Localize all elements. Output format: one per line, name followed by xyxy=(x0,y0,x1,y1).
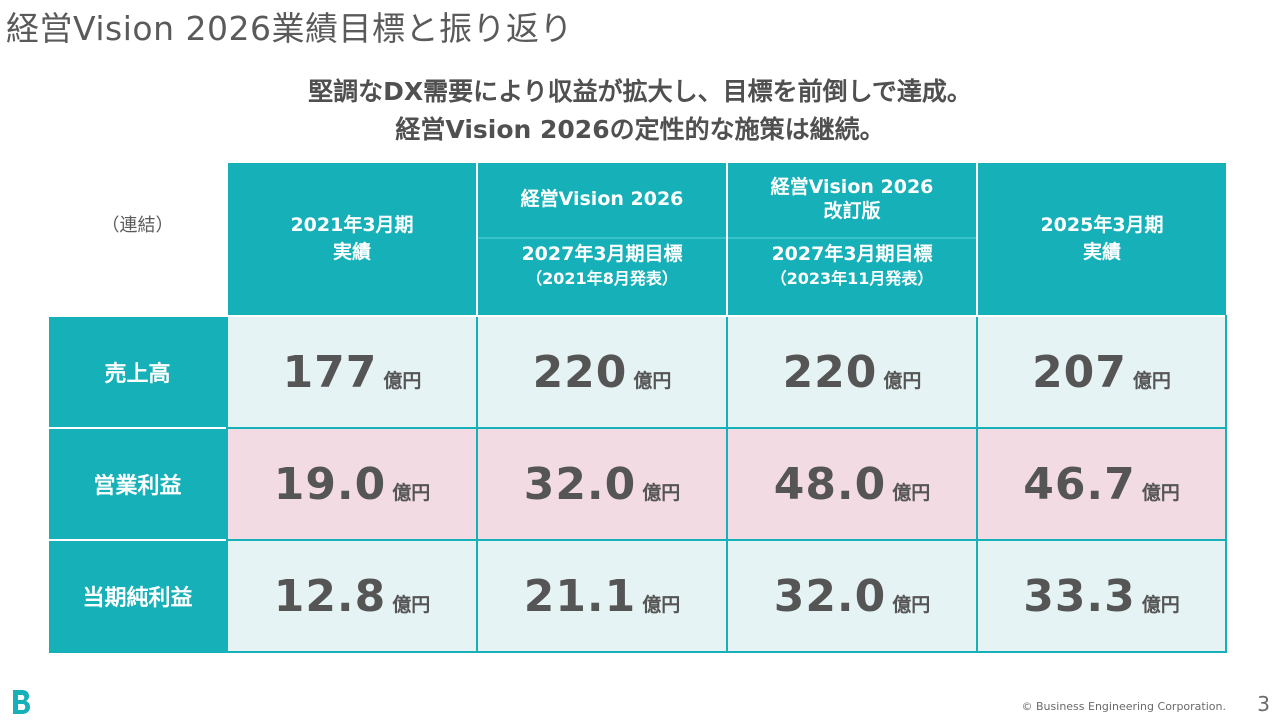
page-title: 経営Vision 2026業績目標と振り返り xyxy=(6,9,573,48)
col-header-top: 経営Vision 2026 xyxy=(520,188,684,211)
corner-cell: （連結） xyxy=(49,163,227,316)
col-header-note: （2023年11月発表） xyxy=(770,268,934,288)
col-header-line2: 実績 xyxy=(332,241,371,263)
cell-unit: 億円 xyxy=(1141,481,1180,504)
cell-unit: 億円 xyxy=(392,481,431,504)
col-header-line1: 2025年3月期 xyxy=(1040,214,1164,237)
table-row-net-income: 当期純利益 12.8 億円 21.1 億円 32.0 億円 33.3 億円 xyxy=(49,539,1227,653)
col-header-bottom: 2027年3月期目標 xyxy=(771,243,933,265)
cell-value: 220 xyxy=(782,346,878,398)
cell-unit: 億円 xyxy=(892,481,931,504)
col-header-line1: 2021年3月期 xyxy=(290,214,414,237)
page-number: 3 xyxy=(1257,692,1270,716)
cell-unit: 億円 xyxy=(642,481,681,504)
table-cell: 32.0 億円 xyxy=(476,427,727,540)
subtitle-line-1: 堅調なDX需要により収益が拡大し、目標を前倒しで達成。 xyxy=(308,77,972,106)
table-cell: 177 億円 xyxy=(226,315,477,428)
table-row-sales: 売上高 177 億円 220 億円 220 億円 207 億円 xyxy=(49,315,1227,428)
cell-value: 220 xyxy=(532,346,628,398)
performance-table: （連結） 2021年3月期 実績 経営Vision 2026 2027年3月期目… xyxy=(49,163,1227,653)
col-header-top-sub: 改訂版 xyxy=(823,200,881,222)
cell-value: 19.0 xyxy=(273,458,387,510)
cell-value: 207 xyxy=(1032,346,1127,398)
col-header-top: 経営Vision 2026 xyxy=(770,176,934,199)
subtitle-line-2: 経営Vision 2026の定性的な施策は継続。 xyxy=(395,115,885,144)
table-cell: 12.8 億円 xyxy=(226,539,477,653)
row-label: 売上高 xyxy=(49,315,227,428)
col-header-vision2026-revised: 経営Vision 2026 改訂版 2027年3月期目標 （2023年11月発表… xyxy=(726,163,977,316)
cell-unit: 億円 xyxy=(1141,593,1180,616)
cell-value: 46.7 xyxy=(1023,458,1136,510)
cell-unit: 億円 xyxy=(892,593,931,616)
cell-value: 177 xyxy=(282,346,378,398)
cell-unit: 億円 xyxy=(392,593,431,616)
cell-value: 32.0 xyxy=(773,570,887,622)
cell-value: 21.1 xyxy=(523,570,637,622)
row-label: 営業利益 xyxy=(49,427,227,540)
table-cell: 46.7 億円 xyxy=(976,427,1227,540)
col-header-line2: 実績 xyxy=(1082,241,1121,263)
col-header-vision2026: 経営Vision 2026 2027年3月期目標 （2021年8月発表） xyxy=(476,163,727,316)
table-cell: 19.0 億円 xyxy=(226,427,477,540)
company-logo-icon xyxy=(13,690,30,714)
table-cell: 21.1 億円 xyxy=(476,539,727,653)
cell-value: 32.0 xyxy=(523,458,637,510)
col-header-bottom: 2027年3月期目標 xyxy=(521,243,683,265)
cell-value: 33.3 xyxy=(1023,570,1136,622)
cell-value: 48.0 xyxy=(773,458,887,510)
col-header-fy2025: 2025年3月期 実績 xyxy=(976,163,1226,316)
table-cell: 207 億円 xyxy=(976,315,1227,428)
table-cell: 33.3 億円 xyxy=(976,539,1227,653)
cell-value: 12.8 xyxy=(273,570,387,622)
col-header-note: （2021年8月発表） xyxy=(526,268,678,288)
cell-unit: 億円 xyxy=(633,369,672,392)
table-cell: 220 億円 xyxy=(726,315,977,428)
copyright-text: © Business Engineering Corporation. xyxy=(1021,700,1226,713)
consolidated-label: （連結） xyxy=(101,215,174,236)
row-label: 当期純利益 xyxy=(49,539,227,653)
cell-unit: 億円 xyxy=(383,369,422,392)
cell-unit: 億円 xyxy=(883,369,922,392)
cell-unit: 億円 xyxy=(1132,369,1171,392)
table-row-operating-profit: 営業利益 19.0 億円 32.0 億円 48.0 億円 46.7 億円 xyxy=(49,427,1227,540)
cell-unit: 億円 xyxy=(642,593,681,616)
header-row: （連結） 2021年3月期 実績 経営Vision 2026 2027年3月期目… xyxy=(49,163,1226,316)
table-cell: 32.0 億円 xyxy=(726,539,977,653)
table-cell: 48.0 億円 xyxy=(726,427,977,540)
table-cell: 220 億円 xyxy=(476,315,727,428)
col-header-fy2021: 2021年3月期 実績 xyxy=(226,163,477,316)
